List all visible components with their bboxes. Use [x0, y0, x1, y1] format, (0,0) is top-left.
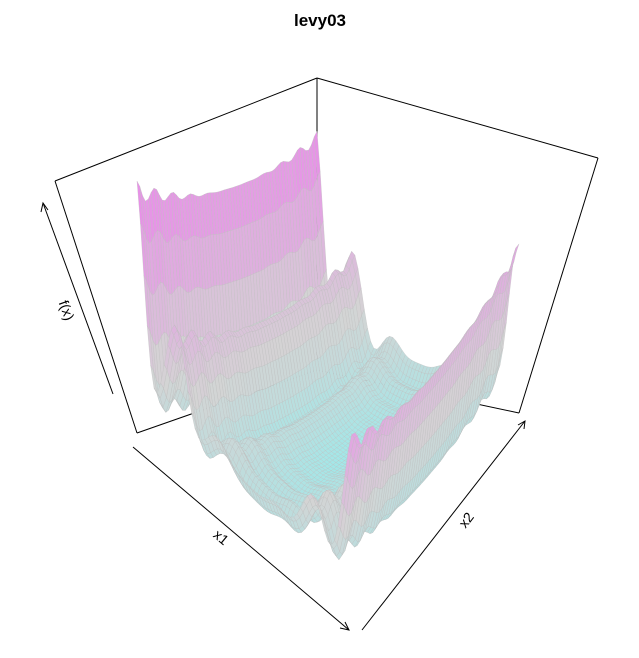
box-edge — [518, 157, 599, 414]
z-axis-label: f(x) — [56, 298, 78, 322]
z-axis-arrow — [42, 202, 114, 395]
surface-facet — [510, 251, 517, 266]
axis-arrows — [40, 201, 526, 631]
surface-facet — [351, 432, 358, 438]
x1-axis-arrow — [132, 446, 350, 631]
surface-facet — [513, 243, 520, 256]
chart-title: levy03 — [294, 11, 346, 30]
box-front-edges — [54, 157, 599, 434]
x1-axis-label: x1 — [210, 526, 232, 548]
x2-axis-arrow — [361, 420, 526, 631]
box-edge — [54, 77, 318, 182]
x2-arrowhead — [517, 420, 526, 430]
z-arrowhead — [40, 201, 49, 213]
box-edge — [54, 180, 138, 434]
x2-axis-label: x2 — [455, 509, 477, 531]
x1-arrowhead — [339, 621, 350, 631]
box-edge — [316, 77, 599, 159]
surface-mesh — [136, 130, 520, 560]
